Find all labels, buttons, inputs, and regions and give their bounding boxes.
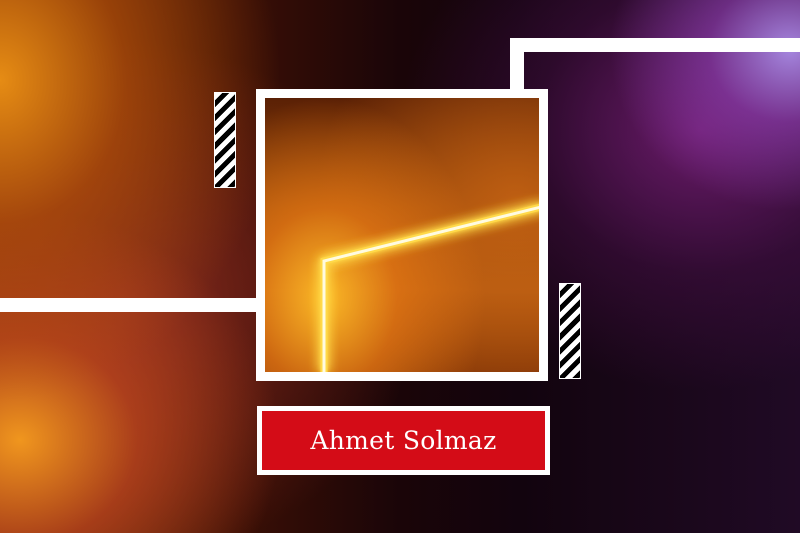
- frame-bar-left: [0, 298, 262, 312]
- photo-frame: [256, 89, 548, 381]
- frame-bar-top-right: [510, 38, 800, 52]
- neon-line-image: [320, 203, 539, 372]
- name-badge: Ahmet Solmaz: [257, 406, 550, 475]
- stripe-pattern-top-left: [214, 92, 236, 188]
- stripe-pattern-bottom-right: [559, 283, 581, 379]
- frame-bar-vertical-right: [510, 38, 524, 94]
- person-name: Ahmet Solmaz: [310, 426, 497, 455]
